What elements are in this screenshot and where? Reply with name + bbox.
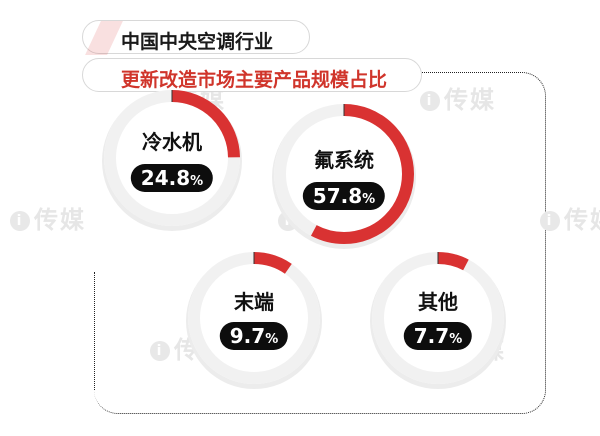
donut-1: 冷水机 24.8% (88, 74, 256, 242)
slice-value: 9.7 (229, 324, 266, 348)
donut-3: 末端 9.7% (172, 236, 336, 400)
watermark-logo-icon: i (150, 341, 170, 361)
slice-value-unit: % (362, 192, 376, 207)
watermark-logo-icon: i (420, 91, 440, 111)
donut-face (274, 104, 414, 244)
slice-value-badge: 24.8% (130, 164, 214, 192)
title-accent (85, 21, 123, 55)
watermark-logo-icon: i (10, 211, 30, 231)
slice-value-unit: % (265, 332, 279, 347)
slice-label: 氟系统 (314, 148, 374, 172)
slice-value-unit: % (190, 174, 204, 189)
slice-label: 其他 (418, 290, 458, 314)
donut-4: 其他 7.7% (356, 236, 520, 400)
watermark: i传媒 (540, 200, 600, 235)
donut-svg (272, 104, 416, 249)
donut-svg (370, 252, 506, 389)
slice-value-unit: % (449, 332, 463, 347)
slice-value: 7.7 (413, 324, 450, 348)
slice-label: 冷水机 (142, 130, 202, 154)
donut-svg (186, 252, 322, 389)
donut-face (104, 90, 240, 226)
donut-2: 氟系统 57.8% (258, 88, 430, 260)
slice-value-badge: 57.8% (302, 182, 386, 210)
chart-title-line1: 中国中央空调行业 (121, 31, 274, 53)
slice-value-badge: 9.7% (219, 322, 289, 350)
decorative-frame-left (94, 272, 96, 390)
slice-label: 末端 (234, 290, 274, 314)
title-line2-box: 更新改造市场主要产品规模占比 (82, 58, 422, 92)
chart-title-line2: 更新改造市场主要产品规模占比 (121, 69, 388, 91)
slice-value: 24.8 (140, 166, 191, 190)
slice-value: 57.8 (312, 184, 363, 208)
donut-face (188, 252, 320, 384)
watermark-logo-icon: i (540, 211, 560, 231)
donut-svg (102, 90, 242, 231)
donut-face (372, 252, 504, 384)
title-line1-box: 中国中央空调行业 (82, 20, 310, 55)
slice-value-badge: 7.7% (403, 322, 473, 350)
